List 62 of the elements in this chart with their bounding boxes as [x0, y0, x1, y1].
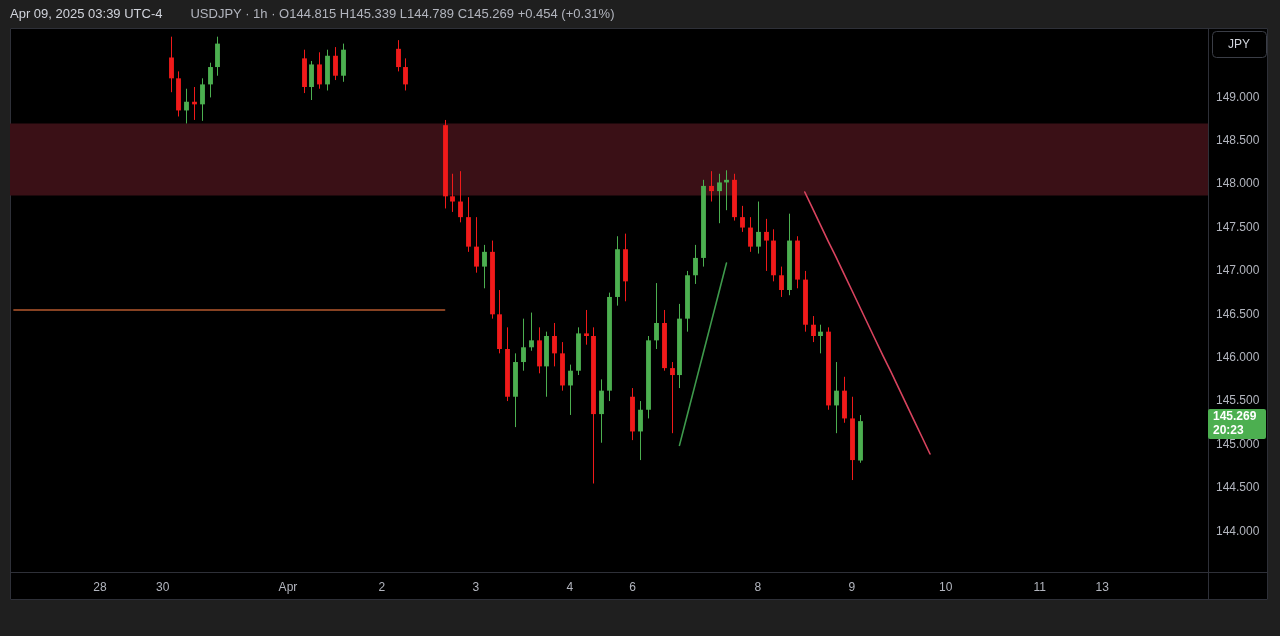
candlestick [693, 244, 698, 285]
y-tick-label: 145.500 [1216, 393, 1260, 408]
candlestick [599, 378, 604, 444]
candlestick [169, 36, 174, 93]
candlestick [309, 60, 314, 101]
candlestick [709, 170, 714, 203]
x-tick-label: 30 [156, 579, 170, 594]
candlestick [458, 170, 463, 223]
candlestick [748, 216, 753, 253]
candlestick [521, 318, 526, 372]
text: 20:23 [1213, 423, 1245, 438]
candlestick [779, 266, 784, 298]
x-tick-label: 8 [754, 579, 762, 594]
y-tick-label: 147.000 [1216, 263, 1260, 278]
candlestick [811, 315, 816, 343]
candlestick [670, 361, 675, 434]
y-tick-label: 145.000 [1216, 436, 1260, 451]
y-axis-title: JPY [1227, 37, 1251, 52]
x-tick-label: 11 [1033, 579, 1047, 594]
y-tick-label: 149.000 [1216, 89, 1260, 104]
x-tick-label: 28 [93, 579, 108, 594]
y-tick-label: 146.000 [1216, 350, 1260, 365]
y-tick-label: 147.500 [1216, 219, 1260, 234]
candlestick [333, 46, 338, 81]
candlestick [396, 39, 401, 72]
x-tick-label: Apr [278, 579, 298, 594]
chart-title: Apr 09, 2025 03:39 UTC-4 [10, 5, 163, 21]
candlestick [184, 88, 189, 124]
y-tick-label: 144.500 [1216, 480, 1260, 495]
x-tick-label: 10 [939, 579, 953, 594]
chart-subtitle: USDJPY · 1h · O144.815 H145.339 L144.789 C145.269 +0.454 (+0.31%) [190, 5, 615, 21]
candlestick [208, 62, 213, 98]
x-tick-label: 3 [472, 579, 480, 594]
candlestick [654, 282, 659, 350]
candlestick [818, 324, 823, 354]
candlestick [764, 218, 769, 272]
candlestick [834, 361, 839, 434]
candlestick [403, 57, 408, 91]
candlestick [756, 201, 761, 255]
candlestick [584, 309, 589, 346]
candlestick [200, 77, 205, 122]
candlestick [482, 244, 487, 289]
x-tick-label: 6 [629, 579, 637, 594]
candlestick [552, 322, 557, 367]
candlestick [638, 400, 643, 461]
y-tick-label: 144.000 [1216, 523, 1260, 538]
x-tick-label: 9 [848, 579, 856, 594]
candlestick [450, 173, 455, 213]
candlestick [474, 216, 479, 274]
y-tick-label: 146.500 [1216, 306, 1260, 321]
candlestick [215, 36, 220, 77]
y-tick-label: 148.000 [1216, 176, 1260, 191]
candlestick [529, 312, 534, 352]
x-tick-label: 13 [1095, 579, 1110, 594]
candlestick [568, 364, 573, 416]
candlestick [717, 173, 722, 224]
y-tick-label: 148.500 [1216, 133, 1260, 148]
x-tick-label: 4 [566, 579, 574, 594]
candlestick [317, 51, 322, 90]
text: 145.269 [1213, 409, 1257, 424]
candlestick [740, 205, 745, 233]
x-tick-label: 2 [378, 579, 386, 594]
